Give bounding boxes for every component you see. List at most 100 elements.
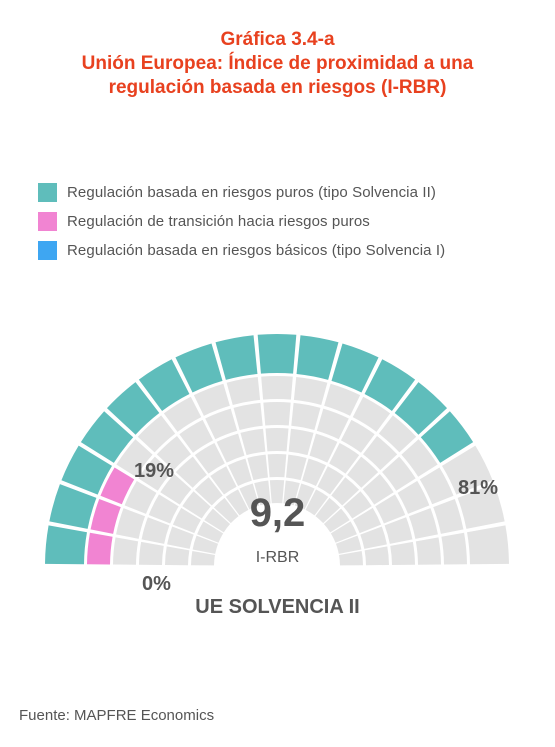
gauge-inner-segment bbox=[240, 428, 266, 456]
chart-title-line-1: Gráfica 3.4-a bbox=[220, 29, 335, 50]
gauge-inner-segment bbox=[139, 541, 164, 565]
gauge-inner-segment bbox=[269, 480, 285, 504]
gauge-inner-segment bbox=[90, 498, 121, 534]
gauge-inner-rings bbox=[87, 375, 467, 566]
gauge-inner-segment bbox=[194, 443, 225, 474]
gauge-inner-segment bbox=[233, 402, 263, 431]
gauge-inner-segment bbox=[204, 508, 231, 533]
gauge-outer-segment bbox=[467, 525, 509, 565]
gauge-inner-segment bbox=[192, 535, 219, 554]
gauge-outer-segment bbox=[80, 411, 134, 463]
gauge-inner-segment bbox=[397, 480, 430, 514]
chart-title: Gráfica 3.4-a Unión Europea: Índice de p… bbox=[0, 28, 555, 100]
gauge-inner-segment bbox=[433, 498, 464, 534]
gauge-inner-segment bbox=[286, 454, 307, 481]
gauge-inner-segment bbox=[291, 402, 321, 431]
gauge-outer-ring bbox=[45, 334, 509, 565]
gauge-inner-segment bbox=[419, 467, 454, 505]
gauge-outer-segment bbox=[61, 445, 112, 495]
gauge-inner-segment bbox=[87, 532, 113, 565]
gauge-inner-segment bbox=[163, 396, 202, 432]
gauge-inner-segment bbox=[330, 521, 357, 543]
gauge-inner-segment bbox=[191, 550, 215, 566]
gauge-inner-segment bbox=[227, 458, 252, 486]
legend-label-transition: Regulación de transición hacia riesgos p… bbox=[67, 213, 370, 230]
scale-label-transition: 19% bbox=[134, 460, 175, 482]
gauge-outer-segment bbox=[138, 359, 190, 411]
gauge-inner-segment bbox=[239, 483, 260, 510]
legend-label-pure-risk: Regulación basada en riesgos puros (tipo… bbox=[67, 184, 436, 201]
gauge-inner-segment bbox=[375, 494, 406, 524]
gauge-outer-segment bbox=[106, 382, 160, 435]
gauge-inner-segment bbox=[124, 480, 157, 514]
gauge-inner-segment bbox=[352, 396, 391, 432]
gauge-inner-segment bbox=[194, 477, 223, 506]
gauge-outer-segment bbox=[175, 343, 223, 393]
gauge-inner-segment bbox=[302, 458, 327, 486]
gauge-inner-segment bbox=[193, 383, 230, 416]
gauge-inner-segment bbox=[265, 428, 289, 452]
gauge-inner-segment bbox=[347, 456, 379, 488]
gauge-outer-segment bbox=[257, 334, 297, 374]
gauge-chart bbox=[45, 334, 509, 566]
gauge-inner-segment bbox=[148, 494, 179, 524]
gauge-inner-segment bbox=[197, 521, 224, 543]
gauge-inner-segment bbox=[335, 535, 362, 554]
gauge-inner-segment bbox=[360, 526, 387, 549]
gauge-inner-segment bbox=[316, 408, 349, 440]
gauge-inner-segment bbox=[205, 408, 238, 440]
legend-swatch-basic-risk bbox=[38, 241, 57, 260]
scale-label-start: 0% bbox=[142, 573, 171, 595]
gauge-inner-segment bbox=[309, 433, 338, 463]
gauge-inner-segment bbox=[225, 489, 249, 516]
legend: Regulación basada en riesgos puros (tipo… bbox=[38, 180, 445, 267]
gauge-inner-segment bbox=[390, 541, 415, 565]
gauge-outer-segment bbox=[49, 484, 97, 529]
gauge-inner-segment bbox=[415, 537, 441, 565]
gauge-inner-segment bbox=[323, 508, 350, 533]
gauge-outer-segment bbox=[331, 343, 379, 393]
legend-item-transition: Regulación de transición hacia riesgos p… bbox=[38, 209, 445, 234]
scale-label-end: 81% bbox=[458, 477, 499, 499]
gauge-inner-segment bbox=[317, 466, 344, 495]
gauge-inner-segment bbox=[343, 491, 372, 519]
gauge-inner-segment bbox=[179, 419, 214, 453]
gauge-inner-segment bbox=[294, 483, 315, 510]
gauge-inner-segment bbox=[329, 443, 360, 474]
gauge-inner-segment bbox=[160, 473, 192, 505]
gauge-inner-segment bbox=[254, 480, 271, 506]
gauge-inner-segment bbox=[315, 497, 341, 524]
gauge-inner-segment bbox=[116, 439, 153, 477]
gauge-inner-segment bbox=[165, 546, 190, 566]
gauge-outer-segment bbox=[364, 359, 416, 411]
gauge-inner-segment bbox=[167, 526, 194, 549]
gauge-inner-segment bbox=[267, 454, 287, 478]
gauge-inner-segment bbox=[339, 550, 363, 566]
gauge-inner-segment bbox=[210, 466, 237, 495]
gauge-inner-segment bbox=[247, 454, 268, 481]
gauge-outer-segment bbox=[394, 382, 448, 435]
gauge-inner-segment bbox=[441, 532, 467, 565]
gauge-outer-segment bbox=[215, 335, 258, 380]
gauge-inner-segment bbox=[226, 376, 261, 405]
gauge-inner-segment bbox=[172, 507, 201, 534]
gauge-inner-segment bbox=[364, 546, 389, 566]
gauge-inner-segment bbox=[156, 436, 192, 471]
source-note: Fuente: MAPFRE Economics bbox=[19, 707, 215, 724]
chart-title-line-3: regulación basada en riesgos (I-RBR) bbox=[108, 77, 447, 98]
gauge-inner-segment bbox=[408, 508, 438, 539]
gauge-inner-segment bbox=[401, 439, 438, 477]
gauge-inner-segment bbox=[113, 537, 139, 565]
gauge-outer-segment bbox=[457, 484, 505, 529]
gauge-inner-segment bbox=[353, 507, 382, 534]
gauge-inner-segment bbox=[293, 376, 328, 405]
gauge-inner-segment bbox=[305, 489, 329, 516]
gauge-value: 9,2 bbox=[249, 491, 306, 535]
gauge-inner-segment bbox=[182, 491, 211, 519]
gauge-outer-segment bbox=[420, 411, 474, 463]
gauge-inner-segment bbox=[138, 456, 172, 491]
gauge-inner-segment bbox=[216, 433, 245, 463]
gauge-inner-segment bbox=[263, 402, 291, 426]
gauge-inner-segment bbox=[100, 467, 135, 505]
legend-item-pure-risk: Regulación basada en riesgos puros (tipo… bbox=[38, 180, 445, 205]
